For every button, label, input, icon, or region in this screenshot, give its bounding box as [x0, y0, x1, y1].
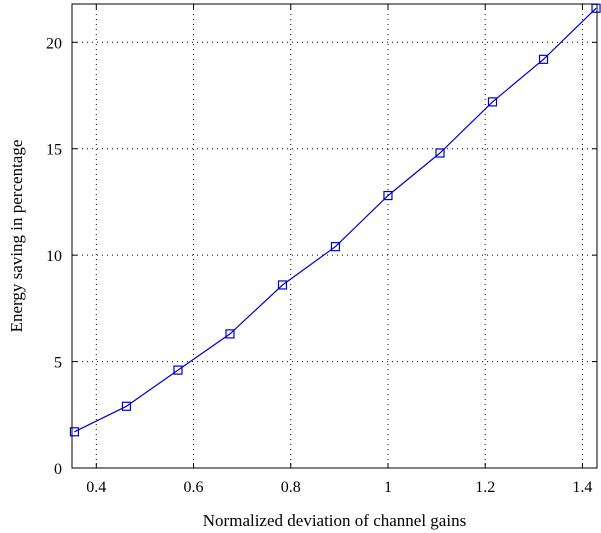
grid-layer	[72, 4, 597, 468]
y-tick-label: 10	[46, 248, 62, 265]
data-point-marker	[538, 54, 549, 64]
x-tick-label: 0.6	[184, 479, 204, 496]
ticks-layer: 0.4 0.6 0.8 1 1.2 1.4 0 5 10 15 20	[46, 4, 597, 496]
data-point-marker	[69, 427, 80, 437]
y-tick-label: 20	[46, 35, 62, 52]
data-point-marker	[383, 190, 393, 201]
x-axis-title: Normalized deviation of channel gains	[203, 511, 466, 530]
x-tick-label: 1.2	[475, 479, 495, 496]
y-axis-title: Energy saving in percentage	[7, 140, 26, 333]
x-tick-label: 1	[384, 479, 392, 496]
data-point-marker	[487, 97, 498, 107]
data-point-marker	[435, 148, 445, 158]
x-tick-label: 0.4	[86, 479, 106, 496]
y-tick-label: 0	[54, 461, 62, 478]
plot-area-frame	[71, 3, 598, 469]
y-tick-label: 15	[46, 142, 62, 159]
series-layer	[69, 3, 601, 437]
data-point-marker	[330, 242, 341, 252]
series-line	[74, 7, 597, 433]
data-point-marker	[277, 280, 288, 290]
y-tick-label: 5	[54, 355, 62, 372]
data-point-marker	[121, 401, 132, 411]
data-point-marker	[225, 329, 235, 339]
data-point-marker	[173, 365, 183, 375]
x-tick-label: 1.4	[572, 479, 592, 496]
x-tick-label: 0.8	[281, 479, 301, 496]
